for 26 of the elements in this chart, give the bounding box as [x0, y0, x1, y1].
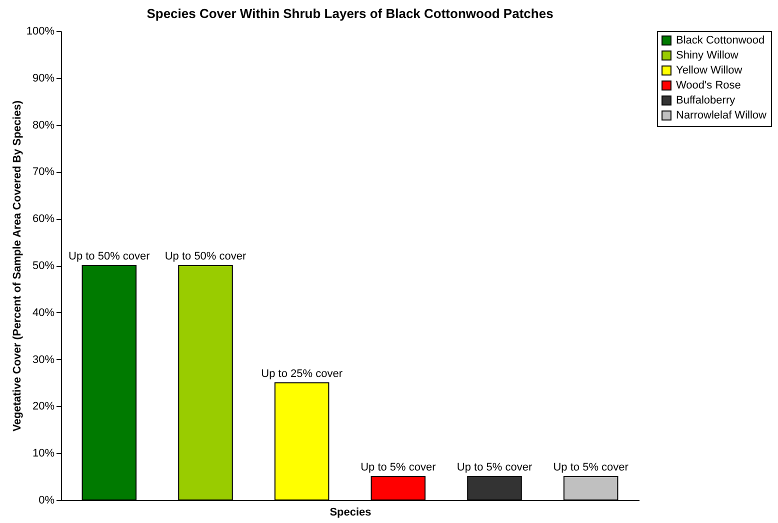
data-label: Up to 50% cover	[68, 250, 150, 262]
y-tick-label: 40%	[32, 306, 55, 319]
y-tick-label: 60%	[32, 213, 55, 226]
y-tick-label: 50%	[32, 260, 55, 272]
legend-label: Wood's Rose	[676, 80, 741, 92]
y-tick-label: 80%	[32, 119, 55, 132]
y-tick-label: 10%	[32, 448, 55, 460]
legend-label: Black Cottonwood	[676, 34, 765, 46]
legend-label: Narrowlelaf Willow	[676, 110, 767, 122]
chart-title: Species Cover Within Shrub Layers of Black Cottonwood Patches	[146, 6, 554, 21]
y-tick-label: 30%	[32, 354, 55, 366]
data-label: Up to 5% cover	[456, 462, 532, 474]
data-label: Up to 5% cover	[553, 462, 629, 474]
x-axis-title: Species	[330, 506, 372, 518]
y-tick-label: 90%	[32, 72, 55, 84]
y-tick-label: 20%	[32, 400, 55, 413]
legend-label: Yellow Willow	[676, 64, 742, 76]
y-tick-label: 0%	[38, 494, 55, 506]
legend-label: Buffaloberry	[676, 94, 736, 106]
data-label: Up to 25% cover	[261, 368, 343, 380]
data-label: Up to 5% cover	[360, 462, 436, 474]
y-tick-label: 100%	[26, 26, 55, 38]
data-label: Up to 50% cover	[164, 250, 246, 262]
legend-label: Shiny Willow	[676, 50, 738, 62]
y-axis-title: Vegetative Cover (Percent of Sample Area Covered By Species)	[11, 100, 24, 432]
y-tick-label: 70%	[32, 166, 55, 178]
